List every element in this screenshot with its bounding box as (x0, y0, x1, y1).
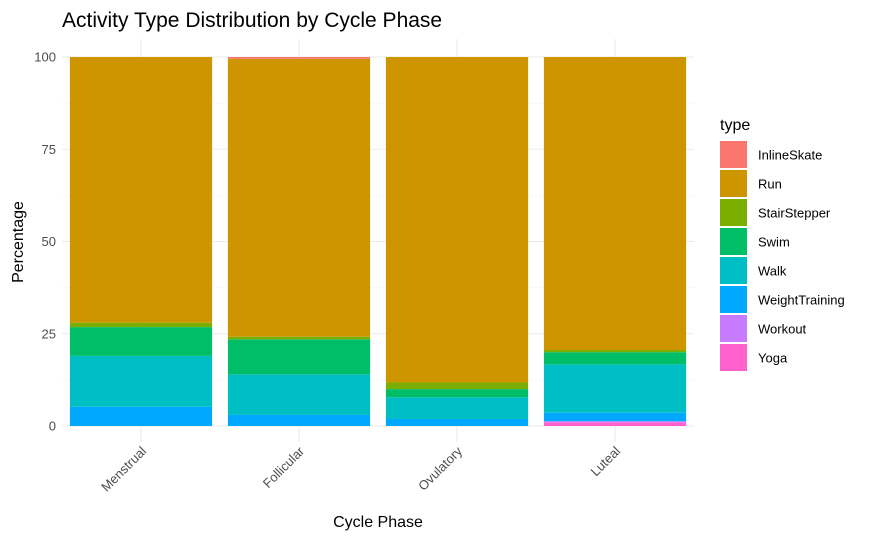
legend-title: type (720, 117, 750, 134)
bar-segment (543, 352, 687, 365)
bar-segment (69, 327, 213, 356)
bar-segment (227, 414, 371, 426)
legend-swatch (720, 257, 747, 284)
x-axis-ticks: Menstrual Follicular Ovulatory Luteal (98, 443, 623, 494)
legend: type InlineSkate Run StairStepper Swim Walk W… (720, 117, 845, 371)
bar-segment (69, 322, 213, 328)
bar-segment (227, 58, 371, 337)
bar-segment (543, 349, 687, 353)
bar-segment (69, 406, 213, 426)
legend-label: Workout (758, 322, 807, 337)
y-tick-label: 0 (49, 419, 56, 434)
bar-segment (385, 418, 529, 426)
legend-label: Run (758, 177, 782, 192)
legend-swatch (720, 228, 747, 255)
legend-label: Yoga (758, 351, 788, 366)
legend-label: Swim (758, 235, 790, 250)
x-tick-label: Follicular (260, 443, 308, 491)
y-tick-label: 75 (42, 142, 56, 157)
y-tick-label: 100 (34, 50, 56, 65)
bar-segment (69, 355, 213, 407)
bar-segment (543, 57, 687, 350)
legend-swatch (720, 344, 747, 371)
legend-swatch (720, 199, 747, 226)
legend-swatch (720, 315, 747, 342)
legend-swatch (720, 141, 747, 168)
x-axis-title: Cycle Phase (333, 514, 423, 531)
bars (69, 57, 687, 426)
bar-segment (385, 382, 529, 390)
x-tick-label: Ovulatory (415, 443, 465, 493)
legend-label: StairStepper (758, 206, 831, 221)
chart-title: Activity Type Distribution by Cycle Phas… (62, 9, 442, 32)
bar-segment (543, 412, 687, 422)
bar-segment (385, 389, 529, 398)
y-axis-title: Percentage (10, 201, 27, 283)
y-tick-label: 50 (42, 234, 56, 249)
bar-segment (227, 57, 371, 59)
legend-label: Walk (758, 264, 787, 279)
bar-segment (543, 421, 687, 423)
bar-segment (385, 57, 529, 383)
bar-segment (69, 57, 213, 323)
x-tick-label: Luteal (587, 443, 623, 479)
bar-segment (543, 364, 687, 413)
bar-segment (227, 336, 371, 340)
y-axis-ticks: 0 25 50 75 100 (34, 50, 56, 434)
legend-label: WeightTraining (758, 293, 845, 308)
legend-swatch (720, 170, 747, 197)
bar-segment (543, 422, 687, 426)
x-tick-label: Menstrual (98, 443, 149, 494)
legend-label: InlineSkate (758, 148, 822, 163)
bar-segment (227, 374, 371, 415)
bar-segment (385, 397, 529, 419)
bar-segment (227, 339, 371, 375)
legend-swatch (720, 286, 747, 313)
y-tick-label: 25 (42, 326, 56, 341)
